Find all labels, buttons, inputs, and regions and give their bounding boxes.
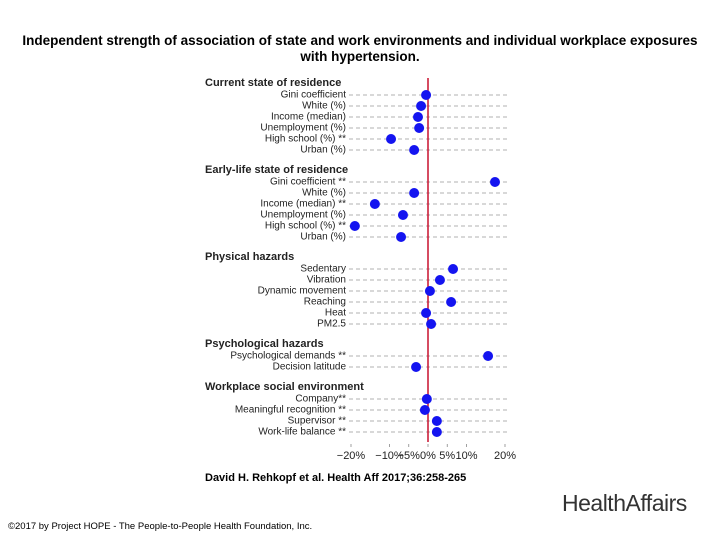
x-tick-label: 5% [439, 450, 455, 462]
category-label: Decision latitude [273, 362, 347, 373]
category-label: Supervisor ** [288, 416, 346, 427]
category-label: Unemployment (%) [260, 210, 346, 221]
dot [424, 286, 435, 296]
dot [349, 221, 360, 231]
x-tick-label: −10% [375, 450, 404, 462]
dot [434, 275, 445, 285]
x-tick-label: 20% [494, 450, 516, 462]
category-label: Sedentary [300, 264, 346, 275]
category-label: Gini coefficient [281, 90, 347, 101]
dot [409, 145, 420, 155]
dot [483, 351, 494, 361]
dot [446, 297, 457, 307]
category-label: Company** [295, 394, 346, 405]
category-label: High school (%) ** [265, 221, 346, 232]
category-label: Urban (%) [300, 232, 346, 243]
dot [421, 394, 432, 404]
dot [419, 405, 430, 415]
dot [397, 210, 408, 220]
dot [386, 134, 397, 144]
category-label: Heat [325, 308, 346, 319]
category-label: Income (median) ** [260, 199, 346, 210]
group-header: Psychological hazards [205, 338, 324, 350]
dot [431, 416, 442, 426]
chart-title: Independent strength of association of s… [22, 33, 698, 64]
category-label: Gini coefficient ** [270, 177, 346, 188]
dot [416, 101, 427, 111]
category-label: Dynamic movement [258, 286, 347, 297]
category-label: Vibration [307, 275, 346, 286]
logo: HealthAffairs [562, 490, 687, 516]
dot [431, 427, 442, 437]
x-tick-label: −20% [337, 450, 366, 462]
x-tick-label: −5% [398, 450, 421, 462]
category-label: Income (median) [271, 112, 346, 123]
category-label: High school (%) ** [265, 134, 346, 145]
group-header: Early-life state of residence [205, 164, 348, 176]
category-label: Unemployment (%) [260, 123, 346, 134]
category-label: White (%) [302, 188, 346, 199]
category-label: Reaching [304, 297, 346, 308]
dot [426, 319, 437, 329]
category-label: Work-life balance ** [258, 427, 346, 438]
dot [409, 188, 420, 198]
dot [448, 264, 459, 274]
category-label: Psychological demands ** [230, 351, 346, 362]
dot [489, 177, 500, 187]
category-label: Urban (%) [300, 145, 346, 156]
group-header: Current state of residence [205, 77, 341, 89]
category-label: Meaningful recognition ** [235, 405, 346, 416]
dot [396, 232, 407, 242]
chart: Current state of residence Early-life sta… [205, 77, 516, 462]
dot [421, 308, 432, 318]
copyright: ©2017 by Project HOPE - The People-to-Pe… [8, 521, 313, 532]
x-tick-label: 0% [420, 450, 436, 462]
dot [414, 123, 425, 133]
dot [369, 199, 380, 209]
group-header: Physical hazards [205, 251, 294, 263]
dot [421, 90, 432, 100]
x-tick-label: 10% [455, 450, 477, 462]
dot [411, 362, 422, 372]
category-label: PM2.5 [317, 319, 346, 330]
citation: David H. Rehkopf et al. Health Aff 2017;… [205, 472, 467, 484]
group-header: Workplace social environment [205, 381, 364, 393]
dot [412, 112, 423, 122]
category-label: White (%) [302, 101, 346, 112]
